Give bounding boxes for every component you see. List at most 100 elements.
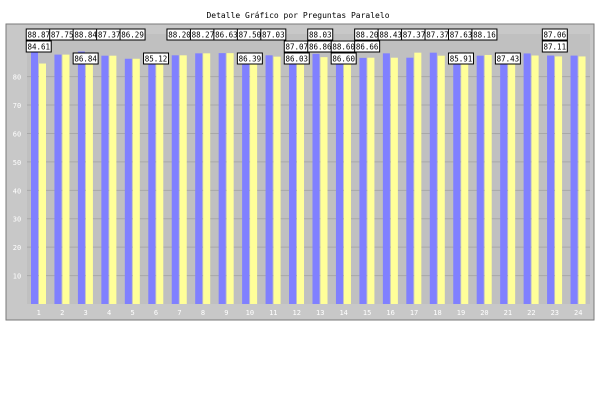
data-label: 87.50 [239,31,262,40]
bar-series1 [359,57,367,304]
data-label: 86.29 [121,31,144,40]
bar-series2 [62,54,70,305]
x-tick-label: 13 [316,309,324,317]
data-label: 87.43 [497,55,520,64]
data-label: 88.27 [192,31,215,40]
bar-series1 [54,54,62,305]
bar-series2 [343,57,351,304]
y-tick-label: 50 [13,159,21,167]
x-tick-label: 11 [269,309,277,317]
data-label: 88.84 [74,31,97,40]
bar-series2 [85,57,93,305]
bar-series2 [132,58,140,305]
data-label: 86.66 [356,43,379,52]
bar-series2 [109,55,117,304]
x-tick-label: 10 [246,309,254,317]
bar-series2 [203,53,211,304]
bar-series2 [38,63,47,304]
bar-series1 [124,58,132,305]
bar-series1 [195,53,203,304]
x-tick-label: 17 [410,309,418,317]
data-label-box [541,28,568,41]
bar-series2 [578,56,586,304]
x-tick-label: 7 [177,309,181,317]
data-label: 88.43 [379,31,402,40]
data-label-box [236,52,263,65]
bars [30,51,586,305]
bar-series2 [484,54,492,304]
bar-series2 [250,58,258,305]
bar-series1 [523,53,531,304]
data-label: 87.03 [262,31,285,40]
data-label: 87.07 [285,43,308,52]
data-label-box [119,28,146,41]
data-label-box [471,28,498,41]
bar-series2 [414,52,422,304]
bar-series1 [218,53,226,305]
x-tick-label: 24 [574,309,582,317]
data-label-box [541,40,568,53]
bar-series1 [242,57,250,304]
bar-series1 [570,55,578,304]
data-label-box [25,40,52,53]
data-label: 87.37 [98,31,121,40]
bar-series1 [335,57,343,304]
data-label: 85.12 [145,55,168,64]
grid-lines [27,76,590,277]
data-label: 88.60 [332,43,355,52]
x-tick-label: 22 [527,309,535,317]
data-label-box [330,52,357,65]
bar-series1 [453,55,461,304]
bar-series1 [30,51,39,304]
x-tick-label: 6 [154,309,158,317]
x-tick-label: 15 [363,309,371,317]
data-label: 87.75 [51,31,74,40]
bar-series2 [390,57,398,305]
y-tick-label: 80 [13,74,21,82]
y-tick-label: 70 [13,102,21,110]
bar-series1 [265,55,273,304]
data-label: 88.03 [309,31,332,40]
data-label: 86.60 [332,55,355,64]
bar-series1 [476,55,484,304]
chart-title: Detalle Gráfico por Preguntas Paralelo [206,11,389,20]
x-tick-label: 2 [60,309,64,317]
y-tick-label: 30 [13,216,21,224]
bar-series2 [531,55,539,304]
bar-series1 [148,62,156,304]
x-tick-label: 8 [201,309,205,317]
x-tick-label: 4 [107,309,111,317]
data-label: 87.63 [450,31,473,40]
data-label-box [307,28,334,41]
x-tick-label: 5 [130,309,134,317]
x-tick-label: 20 [480,309,488,317]
data-label-box [494,52,521,65]
y-tick-label: 40 [13,187,21,195]
bar-series2 [367,57,375,305]
y-tick-label: 20 [13,244,21,252]
data-label: 87.37 [426,31,449,40]
bar-series1 [101,55,109,304]
bar-series1 [77,51,85,304]
bar-series2 [156,62,164,304]
x-tick-label: 12 [293,309,301,317]
data-label: 88.87 [27,31,50,40]
y-axis-ticks: 10 20 30 40 50 60 70 80 [13,74,21,281]
data-label: 85.91 [450,55,473,64]
x-tick-label: 9 [224,309,228,317]
data-label-box [260,28,287,41]
data-label: 88.20 [168,31,191,40]
bar-series1 [429,52,437,304]
data-label: 86.63 [215,31,238,40]
bar-series1 [500,54,508,304]
data-label-box [283,52,310,65]
x-tick-label: 21 [504,309,512,317]
data-label: 87.06 [544,31,567,40]
data-label-box [354,40,381,53]
x-tick-label: 14 [339,309,347,317]
bar-series1 [289,56,297,304]
data-label: 87.37 [403,31,426,40]
data-label: 87.11 [544,43,567,52]
